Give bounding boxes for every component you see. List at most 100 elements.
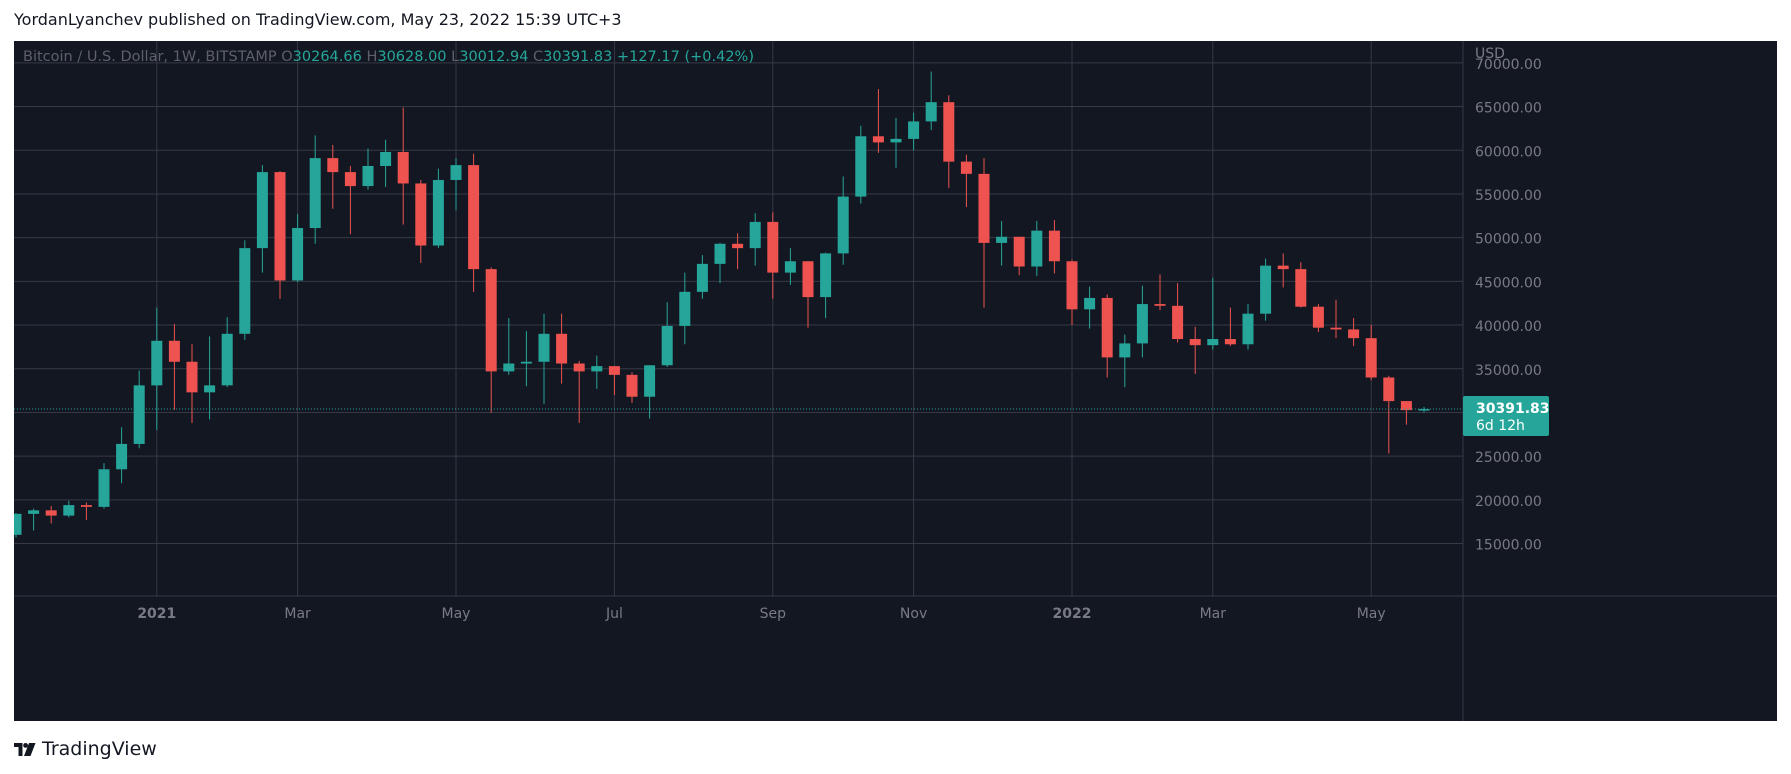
candle-body[interactable]	[151, 340, 163, 386]
candle-body[interactable]	[767, 221, 779, 273]
candle-body[interactable]	[1418, 409, 1430, 411]
candle-body[interactable]	[556, 333, 568, 364]
candle-body[interactable]	[1154, 304, 1166, 306]
chart-panel[interactable]: 15000.0020000.0025000.0030000.0035000.00…	[14, 41, 1777, 721]
candle-body[interactable]	[450, 165, 462, 180]
candle-body[interactable]	[802, 261, 814, 298]
candle-body[interactable]	[978, 173, 990, 243]
candle-body[interactable]	[890, 138, 902, 143]
candle-body[interactable]	[626, 374, 638, 397]
last-price-value: 30391.83	[1476, 401, 1550, 417]
candle-body[interactable]	[239, 248, 251, 334]
candle-body[interactable]	[503, 363, 515, 372]
candle-body[interactable]	[1013, 236, 1025, 267]
candle-body[interactable]	[362, 165, 374, 187]
candle-body[interactable]	[397, 152, 409, 184]
candle-body[interactable]	[1295, 269, 1307, 307]
legend-high-label: H	[366, 49, 377, 65]
candle-body[interactable]	[28, 510, 40, 514]
candle-body[interactable]	[168, 340, 180, 362]
candle-body[interactable]	[309, 158, 321, 229]
legend-change: +127.17 (+0.42%)	[617, 49, 754, 65]
candle-body[interactable]	[1330, 327, 1342, 330]
candle-body[interactable]	[714, 243, 726, 264]
candle-body[interactable]	[644, 365, 656, 397]
candlestick-chart[interactable]: 15000.0020000.0025000.0030000.0035000.00…	[14, 41, 1777, 721]
candle-body[interactable]	[1242, 313, 1254, 345]
candle-body[interactable]	[943, 102, 955, 162]
candle-body[interactable]	[1119, 343, 1131, 358]
candle-body[interactable]	[485, 269, 497, 372]
candle-body[interactable]	[1101, 297, 1113, 358]
candle-body[interactable]	[380, 152, 392, 166]
candle-body[interactable]	[1365, 338, 1377, 378]
candle-body[interactable]	[1383, 377, 1395, 402]
candle-body[interactable]	[960, 161, 972, 174]
candle-body[interactable]	[872, 136, 884, 143]
candle-body[interactable]	[1048, 230, 1060, 262]
candle-body[interactable]	[749, 221, 761, 249]
candle-body[interactable]	[1312, 306, 1324, 328]
candle-body[interactable]	[1031, 230, 1043, 267]
candle-body[interactable]	[1189, 339, 1201, 346]
candle-body[interactable]	[256, 172, 268, 249]
candle-body[interactable]	[1207, 339, 1219, 346]
ohlc-legend[interactable]: Bitcoin / U.S. Dollar, 1W, BITSTAMP O302…	[23, 49, 754, 65]
candle-body[interactable]	[221, 333, 233, 386]
candle-body[interactable]	[679, 291, 691, 326]
candle-body[interactable]	[696, 263, 708, 292]
candle-body[interactable]	[1136, 304, 1148, 344]
tradingview-brand: TradingView	[42, 738, 157, 760]
legend-low-label: L	[451, 49, 459, 65]
candle-body[interactable]	[925, 102, 937, 122]
candle-body[interactable]	[520, 361, 532, 364]
price-axis-label: 70000.00	[1475, 57, 1542, 73]
candle-body[interactable]	[608, 366, 620, 375]
candle-body[interactable]	[344, 172, 356, 187]
tradingview-logo-icon	[14, 742, 36, 756]
footer-branding: TradingView	[14, 738, 157, 760]
bar-countdown: 6d 12h	[1476, 418, 1525, 434]
candle-body[interactable]	[820, 253, 832, 298]
candle-body[interactable]	[1260, 265, 1272, 314]
candle-body[interactable]	[432, 179, 444, 246]
candle-body[interactable]	[996, 236, 1008, 243]
candle-body[interactable]	[661, 325, 673, 366]
candle-body[interactable]	[204, 385, 216, 393]
price-axis-label: 55000.00	[1475, 188, 1542, 204]
candle-body[interactable]	[1277, 265, 1289, 270]
candle-body[interactable]	[855, 136, 867, 197]
candle-body[interactable]	[1066, 261, 1078, 310]
candle-body[interactable]	[468, 165, 480, 270]
candle-body[interactable]	[327, 158, 339, 173]
candle-body[interactable]	[186, 361, 198, 393]
candle-body[interactable]	[908, 121, 920, 139]
candle-body[interactable]	[1348, 329, 1360, 339]
candle-body[interactable]	[784, 261, 796, 273]
candle-body[interactable]	[1084, 297, 1096, 310]
legend-close-label: C	[533, 49, 543, 65]
price-axis-label: 15000.00	[1475, 538, 1542, 554]
legend-high-value: 30628.00	[377, 49, 451, 65]
candle-body[interactable]	[1172, 305, 1184, 340]
candle-body[interactable]	[1400, 401, 1412, 411]
candle-body[interactable]	[80, 505, 92, 507]
candle-body[interactable]	[116, 443, 128, 470]
time-axis-label: Jul	[605, 606, 623, 622]
last-price-tag	[1463, 396, 1549, 437]
time-axis-label: Nov	[900, 606, 927, 622]
candle-body[interactable]	[415, 183, 427, 246]
candle-body[interactable]	[573, 363, 585, 372]
candle-body[interactable]	[292, 228, 304, 281]
candle-body[interactable]	[63, 505, 75, 516]
candle-body[interactable]	[14, 513, 22, 535]
candle-body[interactable]	[98, 469, 110, 507]
candle-body[interactable]	[1224, 339, 1236, 345]
candle-body[interactable]	[837, 196, 849, 254]
candle-body[interactable]	[732, 243, 744, 249]
candle-body[interactable]	[45, 510, 57, 516]
candle-body[interactable]	[538, 333, 550, 362]
candle-body[interactable]	[591, 366, 603, 372]
candle-body[interactable]	[274, 172, 286, 281]
candle-body[interactable]	[133, 385, 145, 444]
